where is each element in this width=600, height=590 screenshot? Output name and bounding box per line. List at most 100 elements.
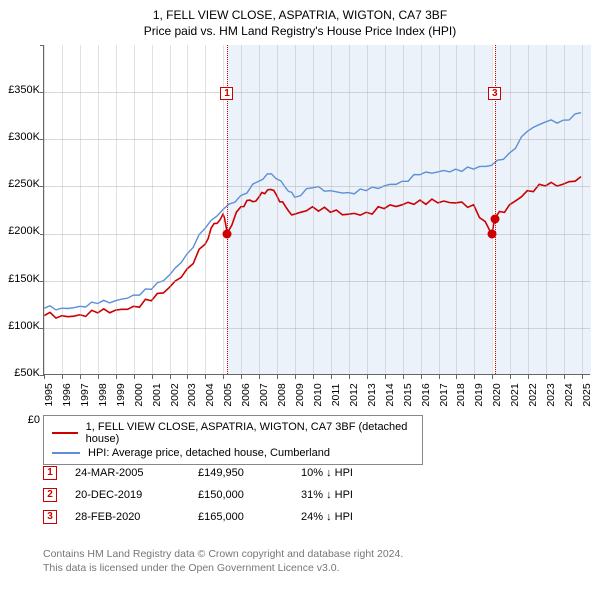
gridline-v bbox=[510, 45, 511, 374]
x-tick bbox=[510, 375, 511, 379]
x-tick bbox=[170, 375, 171, 379]
x-tick bbox=[403, 375, 404, 379]
x-axis-label: 2021 bbox=[509, 383, 521, 406]
x-axis-label: 2010 bbox=[312, 383, 324, 406]
y-axis-label: £350K bbox=[0, 84, 40, 96]
event-pct: 10% ↓ HPI bbox=[301, 467, 401, 479]
line-layer bbox=[44, 45, 590, 374]
x-tick bbox=[456, 375, 457, 379]
x-tick bbox=[528, 375, 529, 379]
x-tick bbox=[421, 375, 422, 379]
event-row: 220-DEC-2019£150,00031% ↓ HPI bbox=[43, 484, 401, 506]
gridline-v bbox=[295, 45, 296, 374]
legend: 1, FELL VIEW CLOSE, ASPATRIA, WIGTON, CA… bbox=[43, 415, 423, 465]
gridline-v bbox=[331, 45, 332, 374]
x-tick bbox=[295, 375, 296, 379]
x-axis-label: 2002 bbox=[169, 383, 181, 406]
y-axis-label: £0 bbox=[0, 414, 40, 426]
gridline-v bbox=[205, 45, 206, 374]
x-axis-label: 2003 bbox=[186, 383, 198, 406]
x-tick bbox=[349, 375, 350, 379]
x-tick bbox=[152, 375, 153, 379]
x-axis-label: 2011 bbox=[330, 384, 342, 407]
legend-label-series2: HPI: Average price, detached house, Cumb… bbox=[88, 447, 330, 459]
x-axis-label: 2000 bbox=[133, 383, 145, 406]
legend-row-series1: 1, FELL VIEW CLOSE, ASPATRIA, WIGTON, CA… bbox=[52, 420, 414, 446]
x-tick bbox=[134, 375, 135, 379]
x-axis-label: 1996 bbox=[61, 383, 73, 406]
gridline-v bbox=[98, 45, 99, 374]
gridline-v bbox=[187, 45, 188, 374]
event-dot bbox=[487, 229, 496, 238]
y-axis-label: £250K bbox=[0, 178, 40, 190]
gridline-v bbox=[170, 45, 171, 374]
event-number-box: 3 bbox=[43, 510, 57, 524]
gridline-v bbox=[116, 45, 117, 374]
gridline-h bbox=[44, 328, 590, 329]
event-marker-box: 1 bbox=[220, 87, 233, 100]
x-tick bbox=[367, 375, 368, 379]
gridline-v bbox=[367, 45, 368, 374]
x-axis-label: 2006 bbox=[240, 383, 252, 406]
gridline-v bbox=[403, 45, 404, 374]
gridline-v bbox=[62, 45, 63, 374]
x-axis-label: 1999 bbox=[115, 383, 127, 406]
gridline-h bbox=[44, 139, 590, 140]
event-date: 24-MAR-2005 bbox=[75, 467, 180, 479]
x-tick bbox=[564, 375, 565, 379]
event-date: 28-FEB-2020 bbox=[75, 511, 180, 523]
x-axis-label: 2013 bbox=[366, 383, 378, 406]
event-number-box: 2 bbox=[43, 488, 57, 502]
x-tick bbox=[474, 375, 475, 379]
x-tick bbox=[241, 375, 242, 379]
gridline-v bbox=[564, 45, 565, 374]
x-axis-label: 2020 bbox=[491, 383, 503, 406]
x-axis-label: 2001 bbox=[151, 383, 163, 406]
y-axis-label: £200K bbox=[0, 225, 40, 237]
x-axis-label: 2017 bbox=[438, 383, 450, 406]
event-pct: 24% ↓ HPI bbox=[301, 511, 401, 523]
event-price: £165,000 bbox=[198, 511, 283, 523]
x-axis-label: 2009 bbox=[294, 383, 306, 406]
x-tick bbox=[313, 375, 314, 379]
gridline-h bbox=[44, 281, 590, 282]
gridline-v bbox=[80, 45, 81, 374]
gridline-v bbox=[349, 45, 350, 374]
x-axis-label: 2025 bbox=[581, 383, 593, 406]
x-axis-label: 2024 bbox=[563, 383, 575, 406]
x-tick bbox=[80, 375, 81, 379]
event-number-box: 1 bbox=[43, 466, 57, 480]
gridline-v bbox=[259, 45, 260, 374]
x-tick bbox=[116, 375, 117, 379]
x-axis-label: 2016 bbox=[420, 383, 432, 406]
x-tick bbox=[277, 375, 278, 379]
gridline-v bbox=[546, 45, 547, 374]
gridline-v bbox=[44, 45, 45, 374]
x-tick bbox=[439, 375, 440, 379]
x-axis-label: 2008 bbox=[276, 383, 288, 406]
plot-area: 13 bbox=[43, 45, 590, 375]
x-tick bbox=[259, 375, 260, 379]
x-tick bbox=[187, 375, 188, 379]
x-tick bbox=[331, 375, 332, 379]
legend-row-series2: HPI: Average price, detached house, Cumb… bbox=[52, 446, 414, 460]
y-axis-label: £150K bbox=[0, 273, 40, 285]
x-axis-label: 2004 bbox=[204, 383, 216, 406]
x-axis-label: 1995 bbox=[43, 383, 55, 406]
gridline-v bbox=[456, 45, 457, 374]
x-axis-label: 2023 bbox=[545, 383, 557, 406]
x-axis-label: 2014 bbox=[384, 383, 396, 406]
event-marker-box: 3 bbox=[488, 87, 501, 100]
x-axis-label: 2007 bbox=[258, 383, 270, 406]
x-axis-label: 2012 bbox=[348, 383, 360, 406]
y-axis-label: £50K bbox=[0, 367, 40, 379]
event-date: 20-DEC-2019 bbox=[75, 489, 180, 501]
x-tick bbox=[62, 375, 63, 379]
gridline-v bbox=[313, 45, 314, 374]
x-tick bbox=[492, 375, 493, 379]
x-axis-label: 2005 bbox=[222, 383, 234, 406]
page-title: 1, FELL VIEW CLOSE, ASPATRIA, WIGTON, CA… bbox=[0, 0, 600, 22]
gridline-v bbox=[439, 45, 440, 374]
x-tick bbox=[546, 375, 547, 379]
x-tick bbox=[98, 375, 99, 379]
